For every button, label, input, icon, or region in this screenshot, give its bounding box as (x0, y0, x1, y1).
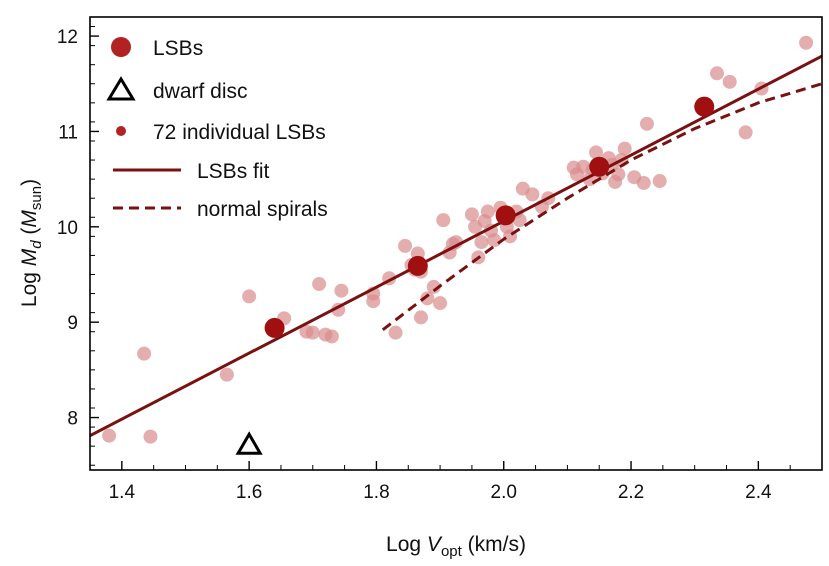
individual-lsb-point-61 (636, 175, 651, 190)
individual-lsb-point-66 (738, 125, 753, 140)
x-tick-label-0: 1.4 (109, 482, 136, 503)
individual-lsb-point-30 (464, 207, 479, 222)
individual-lsb-point-37 (487, 233, 502, 248)
lsb-binned-point-3 (589, 156, 610, 177)
y-axis-title: Log Md (Msun) (18, 179, 45, 307)
y-tick-label-2: 10 (57, 218, 78, 239)
series-layer (90, 35, 822, 455)
legend-label-2: 72 individual LSBs (153, 121, 326, 144)
individual-lsb-point-52 (589, 145, 604, 160)
y-tick-label-0: 8 (67, 409, 78, 430)
individual-lsb-point-12 (334, 283, 349, 298)
lsbs-fit-line (90, 54, 822, 437)
plot-frame (89, 16, 823, 471)
legend-label-4: normal spirals (197, 198, 328, 221)
legend-item-3: LSBs fit (113, 160, 270, 183)
individual-lsb-point-62 (639, 116, 654, 131)
x-axis-title: Log Vopt (km/s) (386, 533, 526, 560)
lsb-binned-point-2 (495, 205, 516, 226)
individual-lsb-point-10 (324, 329, 339, 344)
individual-lsb-point-23 (420, 291, 435, 306)
lsb-binned-point-1 (407, 255, 428, 276)
individual-lsb-point-14 (366, 294, 381, 309)
individual-lsb-point-21 (413, 310, 428, 325)
individual-lsb-point-59 (617, 141, 632, 156)
individual-lsb-point-3 (219, 367, 234, 382)
legend-item-4: normal spirals (113, 198, 328, 221)
y-tick-label-4: 12 (57, 27, 78, 48)
individual-lsb-point-1 (137, 346, 152, 361)
y-tick-label-3: 11 (58, 122, 78, 143)
individual-lsb-point-33 (474, 235, 489, 250)
individual-lsb-point-44 (525, 187, 540, 202)
legend-marker-individual-lsbs (116, 126, 126, 136)
legend-marker-lsbs (111, 37, 131, 57)
individual-lsb-point-68 (799, 35, 814, 50)
legend-item-2: 72 individual LSBs (116, 121, 326, 144)
ticks-layer: 1.4 1.6 1.8 2.0 2.2 2.4 8 9 10 11 12 (57, 26, 823, 503)
y-tick-label-1: 9 (67, 313, 78, 334)
dwarf-disc-point-0 (235, 431, 263, 455)
individual-lsb-point-4 (242, 289, 257, 304)
legend-item-0: LSBs (111, 37, 203, 60)
x-tick-label-4: 2.2 (618, 482, 644, 503)
individual-lsb-point-26 (436, 213, 451, 228)
x-tick-label-1: 1.6 (236, 482, 262, 503)
lsb-binned-point-4 (694, 96, 715, 117)
individual-lsb-point-65 (722, 74, 737, 89)
normal-spirals-curve (381, 82, 822, 331)
individual-lsb-point-64 (709, 66, 724, 81)
individual-lsb-point-16 (388, 325, 403, 340)
individual-lsb-point-8 (312, 277, 327, 292)
x-tick-label-5: 2.4 (745, 482, 772, 503)
individual-lsb-point-17 (398, 238, 413, 253)
legend: LSBs dwarf disc 72 individual LSBs LSBs fit… (106, 37, 328, 221)
legend-label-3: LSBs fit (197, 160, 270, 183)
individual-lsb-point-25 (433, 296, 448, 311)
individual-lsb-point-7 (305, 325, 320, 340)
legend-label-0: LSBs (153, 37, 203, 60)
individual-lsb-point-42 (512, 213, 527, 228)
individual-lsb-point-35 (480, 204, 495, 219)
legend-marker-dwarf-disc (106, 76, 136, 101)
legend-item-1: dwarf disc (106, 76, 248, 103)
individual-lsb-point-63 (652, 174, 667, 189)
individual-lsb-point-0 (102, 428, 117, 443)
individual-lsb-point-24 (426, 279, 441, 294)
lsb-binned-point-0 (264, 317, 285, 338)
legend-label-1: dwarf disc (153, 80, 248, 103)
x-tick-label-2: 1.8 (363, 482, 389, 503)
x-tick-label-3: 2.0 (491, 482, 517, 503)
individual-lsb-point-2 (143, 429, 158, 444)
